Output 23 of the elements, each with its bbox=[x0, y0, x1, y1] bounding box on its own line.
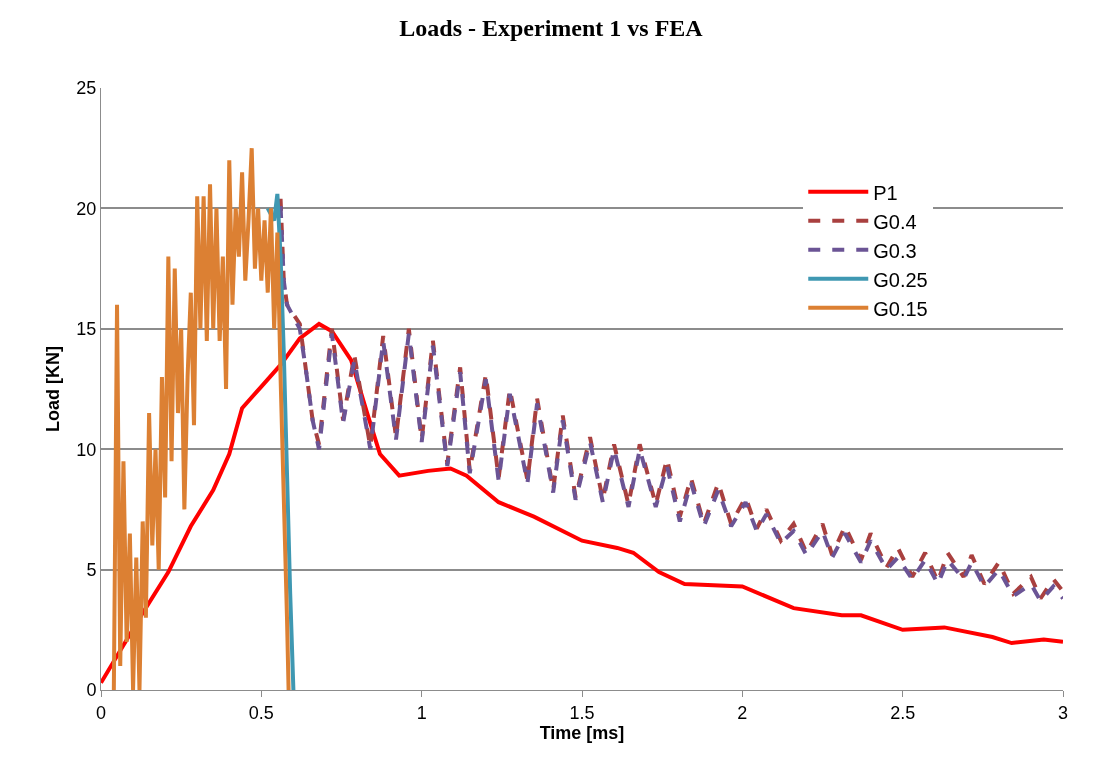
legend-label: G0.3 bbox=[873, 239, 917, 262]
x-tick-label: 1 bbox=[416, 702, 427, 723]
x-tick-label: 1.5 bbox=[569, 702, 595, 723]
line-series bbox=[101, 321, 1063, 685]
legend-label: G0.25 bbox=[873, 268, 928, 291]
y-tick-label: 25 bbox=[76, 78, 97, 99]
line-series bbox=[265, 191, 296, 690]
x-tick-label: 0.5 bbox=[248, 702, 274, 723]
y-tick-label: 15 bbox=[76, 319, 97, 340]
x-tick-label: 2 bbox=[737, 702, 748, 723]
legend-label: G0.15 bbox=[873, 297, 928, 320]
legend-label: P1 bbox=[873, 181, 898, 204]
x-axis-title: Time [ms] bbox=[539, 722, 625, 743]
line-series bbox=[111, 146, 291, 690]
y-tick-label: 20 bbox=[76, 198, 97, 219]
x-tick-label: 3 bbox=[1057, 702, 1069, 723]
y-tick-label: 10 bbox=[76, 439, 97, 460]
y-axis-title: Load [KN] bbox=[42, 346, 63, 432]
y-tick-label: 5 bbox=[86, 559, 97, 580]
y-tick-label: 0 bbox=[86, 680, 97, 701]
legend-label: G0.4 bbox=[873, 210, 917, 233]
x-tick-label: 2.5 bbox=[890, 702, 916, 723]
chart-title: Loads - Experiment 1 vs FEA bbox=[399, 15, 704, 42]
